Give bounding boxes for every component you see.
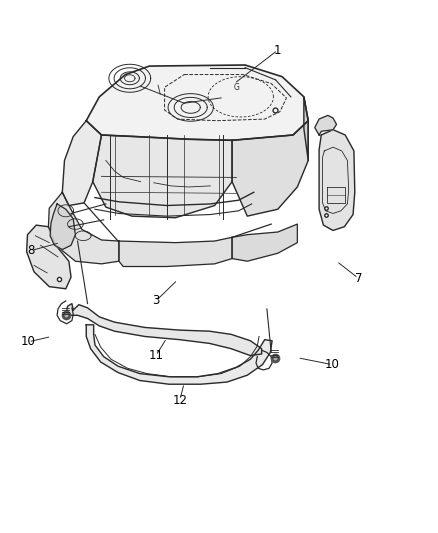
Text: 10: 10 — [21, 335, 36, 348]
Polygon shape — [86, 325, 272, 384]
Polygon shape — [319, 130, 355, 230]
Polygon shape — [315, 115, 336, 135]
Text: 7: 7 — [354, 272, 362, 285]
Text: 1: 1 — [274, 44, 282, 56]
Polygon shape — [67, 304, 261, 356]
Polygon shape — [232, 120, 308, 216]
Polygon shape — [86, 65, 308, 140]
Polygon shape — [48, 192, 119, 264]
Polygon shape — [62, 120, 102, 206]
Polygon shape — [50, 204, 75, 249]
Text: 8: 8 — [27, 244, 35, 257]
Text: 10: 10 — [325, 358, 339, 371]
Text: 3: 3 — [152, 294, 159, 308]
Polygon shape — [304, 97, 308, 160]
Polygon shape — [119, 237, 232, 266]
Text: G: G — [233, 83, 239, 92]
Polygon shape — [27, 225, 71, 289]
Polygon shape — [93, 135, 232, 217]
Text: 12: 12 — [172, 393, 187, 407]
Polygon shape — [232, 224, 297, 261]
Text: 11: 11 — [148, 349, 163, 362]
